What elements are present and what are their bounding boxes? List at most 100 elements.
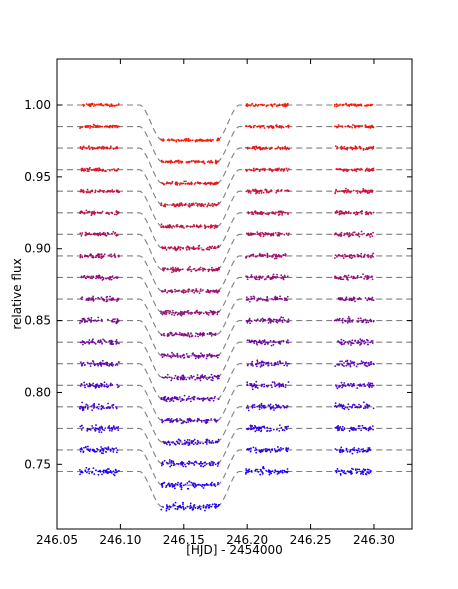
data-point — [210, 396, 213, 399]
data-point — [366, 383, 369, 386]
data-point — [80, 383, 83, 386]
data-point — [170, 267, 172, 270]
data-point — [89, 448, 92, 451]
data-point — [352, 342, 355, 345]
data-point — [167, 225, 169, 228]
data-point — [337, 124, 340, 126]
data-point — [288, 148, 290, 151]
data-point — [197, 333, 199, 336]
data-point — [179, 356, 182, 359]
data-point — [114, 124, 117, 127]
data-point — [167, 182, 170, 185]
data-point — [339, 125, 341, 128]
data-point — [82, 103, 85, 106]
data-point — [200, 420, 203, 423]
data-point — [94, 429, 97, 432]
data-point — [93, 232, 96, 235]
y-axis-label: relative flux — [10, 258, 24, 329]
data-point — [264, 299, 267, 301]
model-curve-line — [57, 212, 412, 249]
data-point — [254, 447, 257, 450]
data-point — [252, 340, 254, 343]
data-point — [266, 253, 269, 256]
data-point — [369, 189, 371, 192]
data-point — [162, 267, 164, 270]
data-point — [283, 429, 286, 432]
data-point — [174, 246, 176, 249]
data-point — [172, 461, 175, 464]
data-point — [276, 321, 279, 324]
data-point — [279, 447, 282, 449]
data-point — [334, 191, 337, 193]
data-point — [366, 234, 369, 237]
data-point — [182, 334, 185, 337]
data-point — [285, 428, 288, 431]
data-point — [286, 364, 288, 367]
data-point — [111, 126, 113, 128]
data-point — [211, 503, 214, 506]
data-point — [271, 233, 274, 236]
data-point — [359, 404, 362, 407]
data-point — [284, 276, 287, 279]
data-point — [195, 139, 198, 141]
data-point — [344, 275, 347, 277]
data-point — [115, 322, 118, 325]
data-point — [341, 384, 344, 387]
data-point — [366, 148, 368, 151]
data-point — [269, 340, 272, 342]
data-point — [353, 403, 355, 406]
data-point — [207, 204, 209, 207]
plot-frame — [56, 58, 413, 530]
model-curve-line — [57, 233, 412, 271]
data-point — [189, 400, 192, 403]
data-point — [255, 145, 258, 148]
data-point — [211, 205, 214, 208]
data-point — [199, 508, 202, 510]
data-point — [114, 468, 117, 471]
data-point — [278, 382, 281, 385]
data-point — [346, 231, 349, 234]
data-point — [248, 147, 251, 150]
data-point — [255, 342, 258, 344]
data-point — [206, 289, 209, 292]
data-point — [100, 147, 103, 150]
data-point — [88, 145, 90, 148]
data-point — [345, 187, 347, 190]
data-point — [335, 276, 338, 279]
data-point — [187, 246, 190, 248]
data-point — [96, 383, 99, 386]
data-point — [174, 374, 177, 377]
data-point — [109, 255, 111, 257]
data-point — [280, 426, 283, 429]
data-point — [367, 447, 370, 449]
data-point — [368, 146, 371, 149]
data-point — [367, 256, 370, 259]
data-point — [255, 212, 257, 215]
data-point — [266, 361, 269, 364]
data-point — [210, 161, 213, 163]
data-point — [363, 362, 366, 364]
data-point — [259, 232, 262, 234]
data-point — [343, 472, 346, 475]
data-point — [248, 470, 251, 473]
data-point — [206, 396, 209, 399]
data-point — [350, 382, 352, 385]
data-point — [169, 182, 172, 185]
data-point — [268, 255, 271, 258]
data-point — [213, 245, 216, 248]
data-point — [357, 104, 360, 106]
data-point — [193, 398, 195, 401]
data-point — [91, 256, 94, 259]
data-point — [105, 363, 108, 366]
data-point — [170, 356, 173, 359]
data-point — [250, 447, 252, 450]
data-point — [200, 465, 203, 467]
data-point — [335, 103, 338, 106]
data-point — [285, 361, 287, 364]
data-point — [371, 126, 374, 129]
data-point — [278, 104, 281, 107]
data-point — [338, 363, 341, 366]
data-point — [287, 341, 290, 344]
data-point — [216, 291, 219, 294]
data-point — [265, 450, 268, 453]
